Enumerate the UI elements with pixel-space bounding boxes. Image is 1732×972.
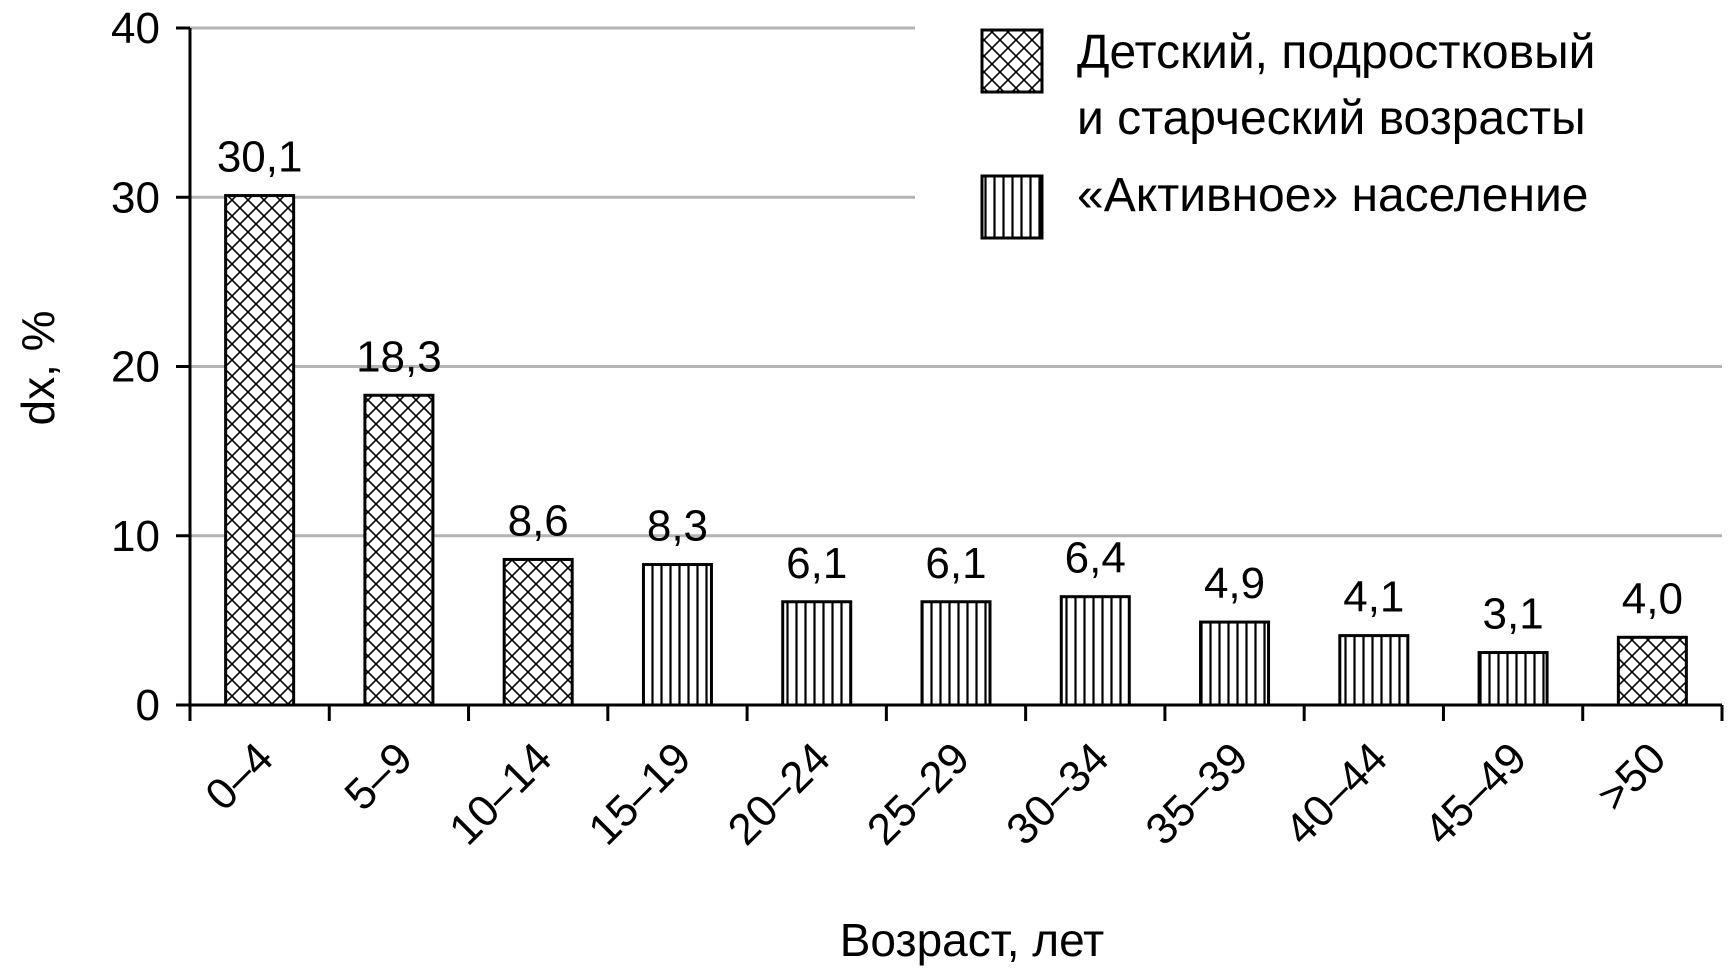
data-label-4: 6,1 (786, 539, 847, 588)
data-label-5: 6,1 (925, 539, 986, 588)
data-label-6: 6,4 (1065, 534, 1126, 583)
bar-8 (1338, 634, 1410, 707)
gridlines (190, 26, 1722, 538)
data-label-1: 18,3 (356, 332, 442, 381)
bar-4 (781, 600, 853, 707)
x-tick-label-0: 0–4 (196, 733, 283, 820)
legend: Детский, подростковый и старческий возрас… (980, 26, 1595, 240)
y-tick-label: 30 (111, 173, 160, 222)
bar-1 (363, 393, 435, 707)
y-axis-title: dx, % (12, 310, 64, 425)
bar-6 (1059, 595, 1131, 707)
x-tick-label-2: 10–14 (440, 733, 561, 854)
legend-label-active: «Активное» население (1077, 169, 1589, 222)
x-tick-label-1: 5–9 (335, 733, 422, 820)
bar-0 (224, 194, 296, 707)
bar-3 (641, 563, 713, 707)
x-tick-label-3: 15–19 (579, 733, 700, 854)
data-label-9: 3,1 (1483, 590, 1544, 639)
bar-9 (1477, 651, 1549, 707)
x-axis-title: Возраст, лет (840, 914, 1105, 966)
legend-swatch-active (980, 174, 1044, 240)
x-tick-label-9: 45–49 (1415, 733, 1536, 854)
data-label-7: 4,9 (1204, 559, 1265, 608)
bar-5 (920, 600, 992, 707)
legend-label-childhood: Детский, подростковый (1077, 26, 1595, 79)
x-tick-label-7: 35–39 (1136, 733, 1257, 854)
x-tick-label-8: 40–44 (1276, 733, 1397, 854)
legend-label-childhood: и старческий возрасты (1077, 92, 1586, 145)
x-tick-label-10: >50 (1588, 733, 1675, 820)
y-tick-label: 20 (111, 343, 160, 392)
x-tick-label-5: 25–29 (858, 733, 979, 854)
y-tick-label: 0 (136, 681, 160, 730)
x-tick-label-6: 30–34 (997, 733, 1118, 854)
data-labels: 30,1 18,3 8,6 8,3 6,1 6,1 6,4 4,9 4,1 3,1 4,0 (217, 133, 1683, 639)
bar-10 (1616, 635, 1688, 707)
bar-7 (1199, 620, 1271, 707)
y-tick-label: 10 (111, 512, 160, 561)
legend-swatch-childhood (980, 28, 1044, 94)
data-label-3: 8,3 (647, 502, 708, 551)
data-label-10: 4,0 (1622, 574, 1683, 623)
bars (224, 194, 1688, 707)
x-tick-label-4: 20–24 (719, 733, 840, 854)
data-label-0: 30,1 (217, 133, 303, 182)
y-tick-label: 40 (111, 4, 160, 53)
data-label-8: 4,1 (1343, 573, 1404, 622)
bar-2 (502, 557, 574, 707)
data-label-2: 8,6 (508, 496, 569, 545)
